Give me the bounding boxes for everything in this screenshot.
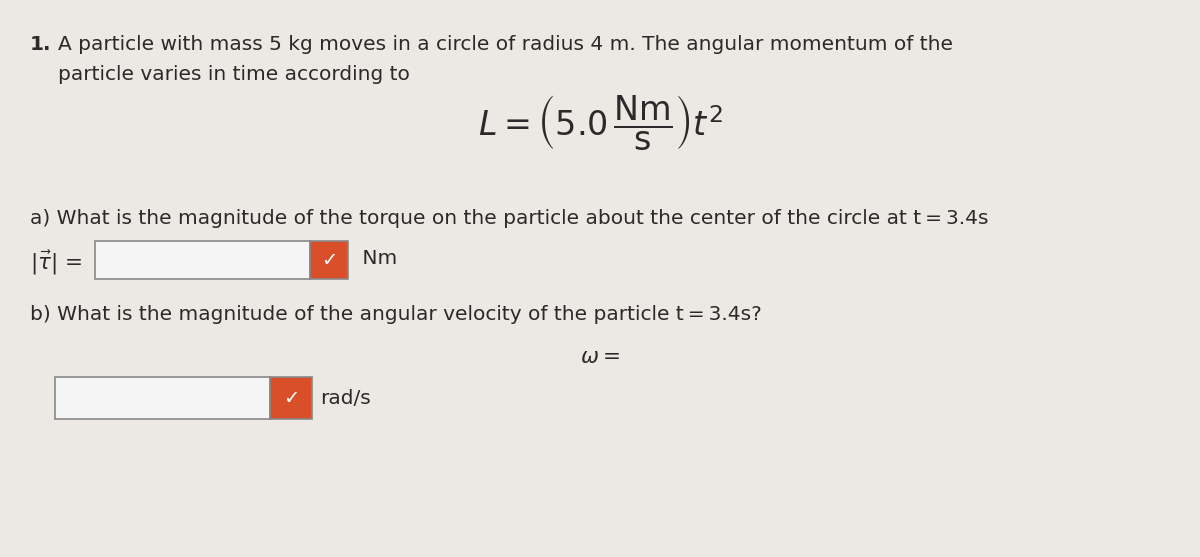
Text: ✓: ✓ [283, 388, 299, 408]
Text: rad/s: rad/s [320, 388, 371, 408]
FancyBboxPatch shape [55, 377, 270, 419]
Text: Nm: Nm [356, 249, 397, 268]
Text: $\omega =$: $\omega =$ [580, 347, 620, 367]
FancyBboxPatch shape [270, 377, 312, 419]
Text: ✓: ✓ [320, 251, 337, 270]
Text: A particle with mass 5 kg moves in a circle of radius 4 m. The angular momentum : A particle with mass 5 kg moves in a cir… [58, 35, 953, 54]
FancyBboxPatch shape [95, 241, 310, 279]
Text: particle varies in time according to: particle varies in time according to [58, 65, 410, 84]
FancyBboxPatch shape [310, 241, 348, 279]
Text: $L = \left(5.0\,\dfrac{\mathrm{Nm}}{\mathrm{s}}\right)t^{2}$: $L = \left(5.0\,\dfrac{\mathrm{Nm}}{\mat… [478, 92, 722, 152]
Text: $|\vec{\tau}|$ =: $|\vec{\tau}|$ = [30, 249, 82, 277]
Text: b) What is the magnitude of the angular velocity of the particle t = 3.4s?: b) What is the magnitude of the angular … [30, 305, 762, 324]
Text: a) What is the magnitude of the torque on the particle about the center of the c: a) What is the magnitude of the torque o… [30, 209, 989, 228]
Text: 1.: 1. [30, 35, 52, 54]
